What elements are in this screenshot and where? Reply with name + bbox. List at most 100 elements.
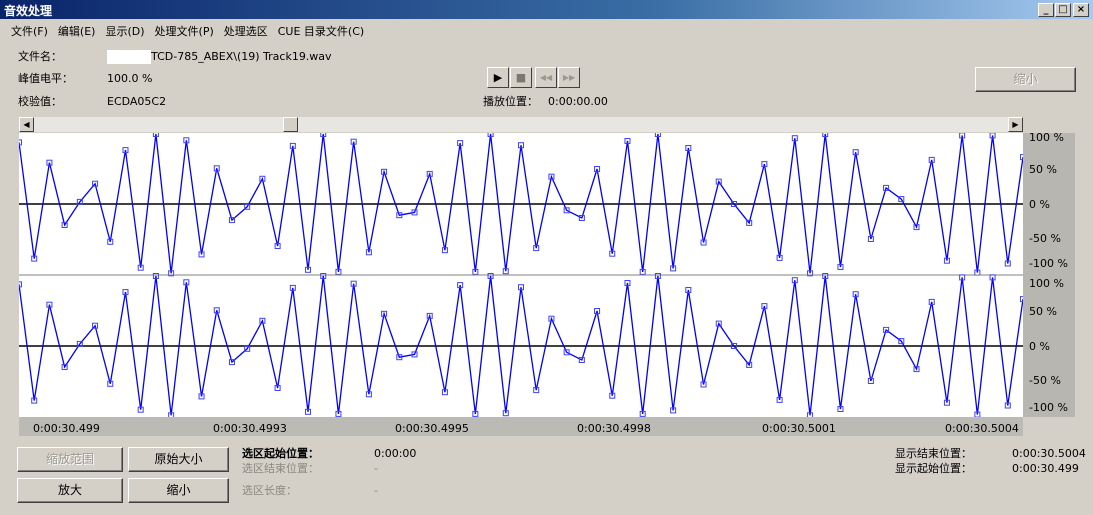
y-tick-label: 0 %	[1029, 340, 1050, 353]
sample-point	[472, 268, 479, 275]
sample-point	[213, 307, 220, 314]
menu-process-selection[interactable]: 处理选区	[223, 25, 268, 38]
sample-point	[867, 378, 874, 384]
sample-point	[365, 249, 372, 256]
stop-button[interactable]: ■	[510, 67, 532, 88]
sample-point	[898, 196, 905, 203]
selection-end-label: 选区结束位置：	[242, 462, 319, 475]
zoom-out-top-button[interactable]: 缩小	[975, 67, 1076, 92]
forward-button[interactable]: ▶▶	[558, 67, 580, 88]
sample-point	[837, 406, 844, 412]
display-start-value: 0:00:30.499	[1012, 462, 1079, 475]
sample-point	[92, 322, 99, 329]
x-tick-label: 0:00:30.4993	[213, 422, 287, 435]
sample-point	[244, 345, 251, 352]
sample-point	[61, 222, 68, 228]
original-size-button[interactable]: 原始大小	[128, 447, 229, 472]
y-tick-label: 0 %	[1029, 198, 1050, 211]
sample-point	[518, 142, 524, 149]
sample-point	[913, 366, 920, 373]
y-tick-label: -100 %	[1029, 401, 1068, 414]
rewind-button[interactable]: ◀◀	[535, 67, 557, 88]
sample-point	[426, 170, 433, 177]
sample-point	[989, 274, 996, 281]
scroll-thumb[interactable]	[283, 117, 299, 132]
scroll-right-arrow-icon[interactable]: ▶	[1008, 117, 1023, 132]
sample-point	[228, 217, 235, 224]
sample-point	[76, 198, 83, 205]
peak-label: 峰值电平：	[18, 72, 73, 85]
zoom-range-button[interactable]: 缩放范围	[17, 447, 123, 472]
maximize-button[interactable]: □	[1055, 3, 1071, 17]
sample-point	[700, 381, 707, 388]
sample-point	[92, 180, 99, 187]
sample-point	[898, 338, 905, 345]
sample-point	[883, 184, 890, 191]
sample-point	[518, 284, 524, 291]
window-title: 音效处理	[4, 4, 53, 18]
y-tick-label: 50 %	[1029, 163, 1057, 176]
sample-point	[791, 135, 798, 142]
y-tick-label: -50 %	[1029, 374, 1061, 387]
sample-point	[959, 274, 966, 281]
waveform-plot[interactable]	[16, 131, 1026, 419]
sample-point	[274, 385, 281, 391]
y-tick-label: 100 %	[1029, 131, 1064, 144]
sample-point	[563, 207, 570, 214]
sample-point	[943, 399, 950, 406]
play-position-label: 播放位置：	[483, 95, 538, 108]
play-button[interactable]: ▶	[487, 67, 509, 88]
sample-point	[107, 380, 114, 387]
sample-point	[31, 397, 38, 404]
sample-point	[305, 408, 312, 415]
menu-edit[interactable]: 编辑(E)	[57, 25, 96, 38]
sample-point	[228, 359, 235, 366]
sample-point	[46, 301, 53, 308]
redacted-path	[107, 50, 151, 64]
sample-point	[730, 201, 737, 207]
filename-label: 文件名：	[18, 50, 62, 63]
sample-point	[152, 273, 159, 279]
minimize-button[interactable]: _	[1038, 3, 1054, 17]
sample-point	[502, 268, 509, 275]
sample-point	[472, 410, 479, 417]
sample-point	[822, 273, 829, 279]
sample-point	[609, 250, 616, 257]
sample-point	[365, 391, 372, 398]
sample-point	[350, 138, 357, 145]
selection-end-value: -	[374, 462, 378, 475]
sample-point	[487, 273, 494, 279]
amplitude-axis: 100 % 50 % 0 % -50 % -100 % 100 % 50 % 0…	[1023, 131, 1075, 417]
zoom-in-button[interactable]: 放大	[17, 478, 123, 503]
close-button[interactable]: ×	[1073, 3, 1089, 17]
y-tick-label: -50 %	[1029, 232, 1061, 245]
x-tick-label: 0:00:30.4998	[577, 422, 651, 435]
menu-process-file[interactable]: 处理文件(P)	[154, 25, 214, 38]
selection-start-label: 选区起始位置：	[242, 447, 319, 460]
sample-point	[563, 349, 570, 356]
menu-view[interactable]: 显示(D)	[105, 25, 145, 38]
sample-point	[122, 289, 129, 296]
sample-point	[852, 291, 859, 298]
sample-point	[791, 277, 798, 284]
sample-point	[594, 166, 601, 172]
sample-point	[441, 389, 448, 396]
sample-point	[305, 266, 312, 273]
display-end-label: 显示结束位置：	[895, 447, 972, 460]
menu-file[interactable]: 文件(F)	[11, 25, 48, 38]
horizontal-scrollbar[interactable]: ◀ ▶	[19, 117, 1023, 132]
sample-point	[411, 209, 418, 216]
sample-point	[198, 251, 205, 258]
zoom-out-button[interactable]: 缩小	[128, 478, 229, 503]
sample-point	[639, 410, 646, 417]
sample-point	[776, 254, 783, 261]
sample-point	[989, 132, 996, 139]
menu-cue[interactable]: CUE 目录文件(C)	[277, 25, 365, 38]
sample-point	[533, 387, 540, 394]
sample-point	[168, 270, 175, 277]
sample-point	[213, 165, 220, 172]
sample-point	[183, 279, 190, 286]
sample-point	[746, 361, 753, 368]
scroll-left-arrow-icon[interactable]: ◀	[19, 117, 34, 132]
sample-point	[1004, 260, 1011, 267]
